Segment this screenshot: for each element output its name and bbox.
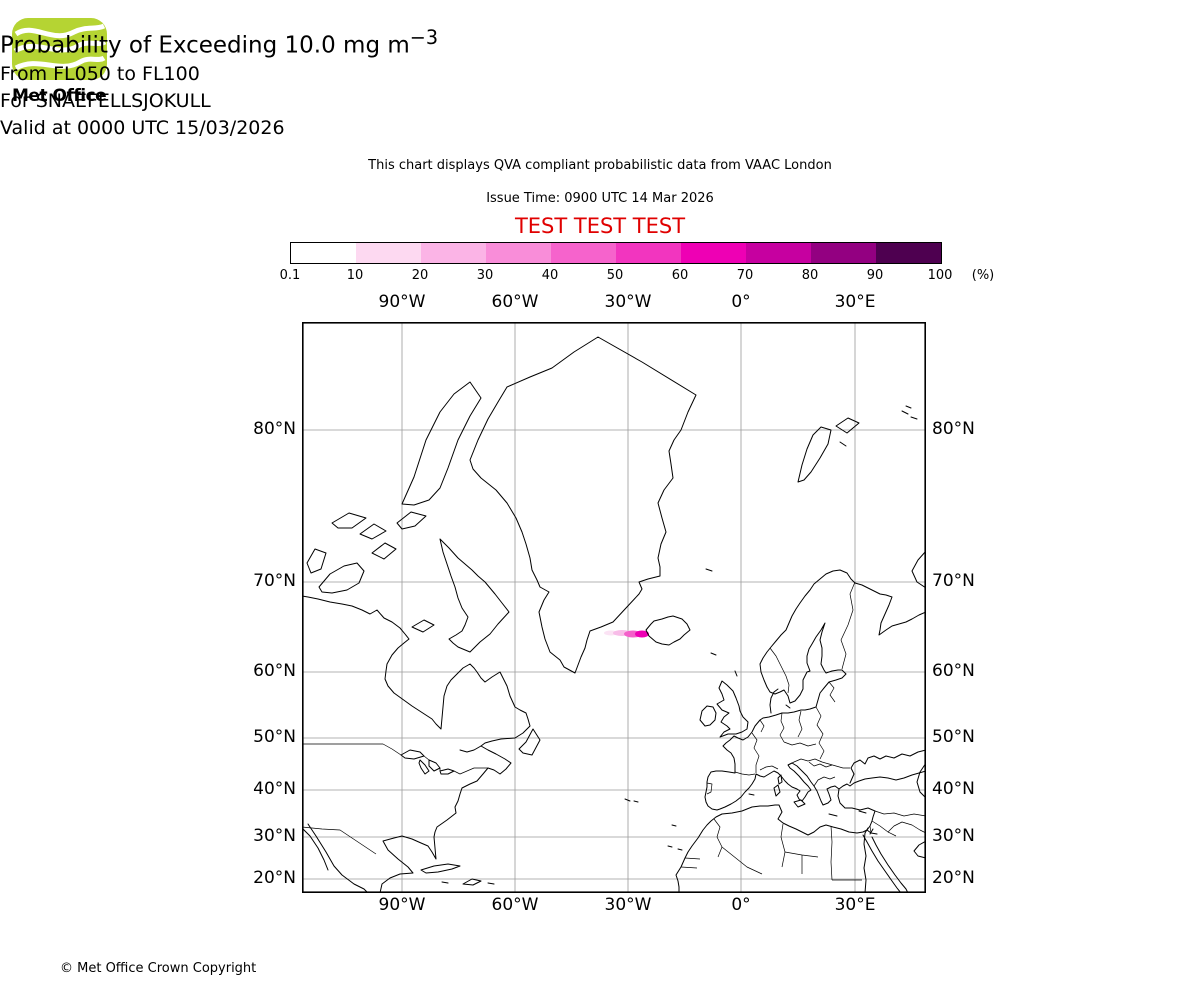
colorbar-segment [811, 243, 876, 263]
subtitle-flight-levels: From FL050 to FL100 [0, 63, 200, 85]
colorbar-segment [421, 243, 486, 263]
colorbar-tick-label: 10 [346, 268, 364, 283]
lat-label-left: 30°N [253, 826, 296, 846]
lat-label-right: 70°N [932, 571, 975, 591]
lon-label-bottom: 60°W [491, 895, 539, 915]
lat-label-left: 50°N [253, 727, 296, 747]
met-office-logo: Met Office [12, 18, 122, 106]
political-borders [301, 581, 927, 881]
colorbar-tick-label: 0.1 [279, 268, 301, 283]
map-canvas [301, 322, 927, 894]
lon-label-bottom: 30°W [604, 895, 652, 915]
colorbar-segment [746, 243, 811, 263]
map-frame [302, 322, 927, 894]
lat-label-left: 60°N [253, 661, 296, 681]
colorbar-segment [616, 243, 681, 263]
coastlines [301, 336, 927, 894]
colorbar-labels: 0.1 10 20 30 40 50 60 70 80 90 100 (%) [280, 268, 1010, 286]
colorbar-segment [291, 243, 356, 263]
lon-label-bottom: 30°E [834, 895, 876, 915]
lon-label-top: 0° [731, 292, 751, 312]
colorbar-segment [551, 243, 616, 263]
colorbar-tick-label: 70 [736, 268, 754, 283]
colorbar-tick-label: 30 [476, 268, 494, 283]
colorbar-tick-label: 80 [801, 268, 819, 283]
lat-label-right: 80°N [932, 419, 975, 439]
chart-title: Probability of Exceeding 10.0 mg m−3 [0, 26, 439, 59]
lon-label-top: 30°E [834, 292, 876, 312]
lon-label-bottom: 90°W [378, 895, 426, 915]
colorbar-segment [681, 243, 746, 263]
lon-label-bottom: 0° [731, 895, 751, 915]
colorbar-tick-label: 90 [866, 268, 884, 283]
colorbar-segment [356, 243, 421, 263]
title-exponent: −3 [409, 26, 439, 49]
copyright-text: © Met Office Crown Copyright [60, 961, 257, 976]
lat-label-left: 20°N [253, 868, 296, 888]
lon-label-top: 60°W [491, 292, 539, 312]
colorbar-tick-label: 50 [606, 268, 624, 283]
colorbar-tick-label: 20 [411, 268, 429, 283]
lat-label-left: 80°N [253, 419, 296, 439]
subtitle-volcano: For SNAEFELLSJOKULL [0, 90, 211, 112]
map-svg [301, 322, 927, 894]
colorbar-segment [876, 243, 941, 263]
issue-time: Issue Time: 0900 UTC 14 Mar 2026 [486, 191, 714, 206]
lat-label-right: 60°N [932, 661, 975, 681]
colorbar-tick-label: 60 [671, 268, 689, 283]
ash-plume [604, 630, 649, 638]
colorbar-tick-label: 40 [541, 268, 559, 283]
lon-label-top: 90°W [378, 292, 426, 312]
test-banner: TEST TEST TEST [514, 214, 686, 238]
lat-label-right: 20°N [932, 868, 975, 888]
colorbar-unit-label: (%) [971, 268, 995, 283]
colorbar-tick-label: 100 [927, 268, 953, 283]
logo-waves-icon [12, 18, 107, 80]
lat-label-left: 70°N [253, 571, 296, 591]
subtitle-valid-time: Valid at 0000 UTC 15/03/2026 [0, 117, 285, 139]
logo-text: Met Office [12, 86, 107, 106]
lat-label-right: 40°N [932, 779, 975, 799]
lat-label-right: 30°N [932, 826, 975, 846]
lat-label-right: 50°N [932, 727, 975, 747]
qva-note: This chart displays QVA compliant probab… [368, 158, 832, 173]
lat-label-left: 40°N [253, 779, 296, 799]
lon-label-top: 30°W [604, 292, 652, 312]
colorbar-segment [486, 243, 551, 263]
colorbar [290, 242, 942, 264]
